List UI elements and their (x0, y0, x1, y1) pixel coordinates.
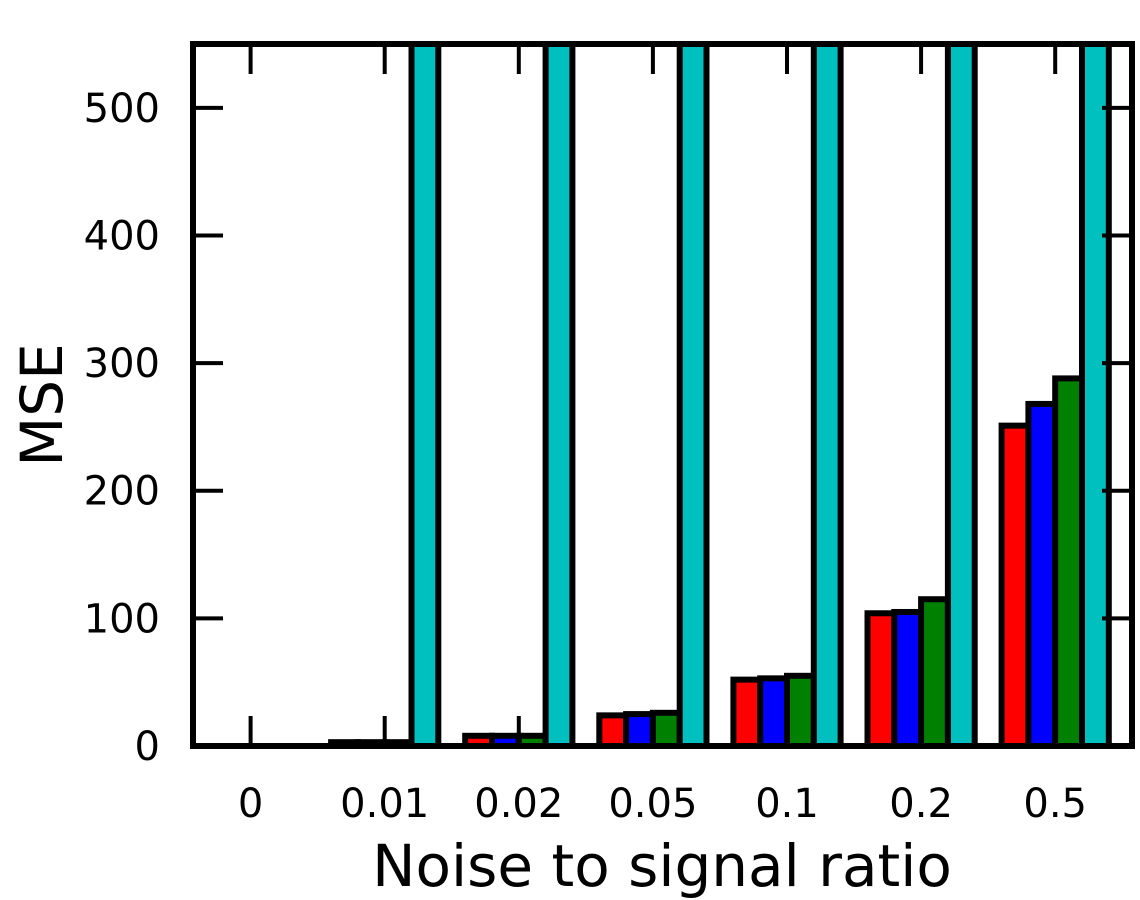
x-tick-label: 0.05 (608, 781, 697, 827)
x-tick-label: 0.1 (755, 781, 819, 827)
bar-0_2-series-1 (864, 610, 898, 749)
bar-0_1-series-4 (810, 41, 844, 749)
y-tick-label: 100 (84, 596, 160, 642)
bar-0_1-series-1 (730, 676, 764, 749)
bars-group (328, 41, 1112, 750)
bar-0_05-series-2 (623, 711, 656, 749)
bar-0_2-series-2 (891, 608, 925, 749)
x-tick-label: 0.2 (889, 781, 953, 827)
x-tick-label: 0 (238, 781, 263, 827)
y-axis-title: MSE (8, 343, 76, 467)
bar-0_1-series-3 (784, 672, 817, 749)
tick-labels-group: 0 0.01 0.02 0.05 0.1 0.2 0.5 0 100 200 300 400 500 (84, 86, 1087, 827)
bar-0_5-series-1 (998, 422, 1032, 749)
bar-0_02-series-4 (542, 41, 576, 749)
y-tick-label: 400 (84, 213, 160, 259)
bar-0_05-series-3 (649, 709, 683, 750)
y-tick-label: 300 (84, 341, 160, 387)
bar-0_05-series-1 (596, 712, 630, 749)
x-tick-label: 0.01 (340, 781, 429, 827)
bar-0_01-series-4 (408, 41, 442, 749)
y-tick-label: 500 (84, 86, 160, 132)
ticks-group (193, 44, 1132, 748)
x-tick-label: 0.02 (474, 781, 563, 827)
bar-0_5-series-2 (1025, 400, 1059, 749)
y-tick-label: 0 (135, 724, 160, 770)
bar-0_2-series-4 (944, 41, 978, 749)
bar-0_1-series-2 (757, 675, 791, 749)
y-tick-label: 200 (84, 469, 160, 515)
plot-frame (190, 41, 1135, 749)
bar-0_2-series-3 (918, 596, 951, 750)
x-tick-label: 0.5 (1023, 781, 1087, 827)
x-axis-title: Noise to signal ratio (372, 832, 952, 900)
bar-0_5-series-4 (1079, 41, 1112, 749)
bar-0_05-series-4 (676, 41, 710, 749)
bar-0_5-series-3 (1052, 375, 1085, 749)
